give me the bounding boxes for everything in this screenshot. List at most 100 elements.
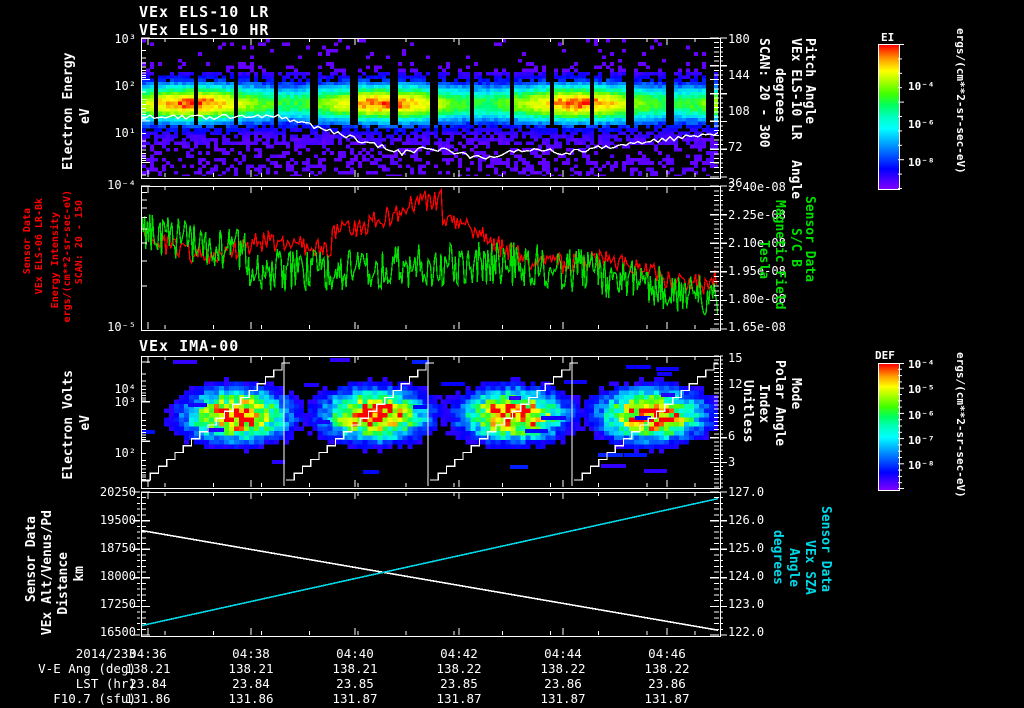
footer-cell: 131.87 [540,691,586,706]
panel3-ylabel-1: Electron Volts [61,370,76,480]
panel1-title-hr: VEx ELS-10 HR [139,21,270,39]
footer-cell: 131.86 [125,691,171,706]
footer-row: 2014/233 04:36 04:38 04:40 04:42 04:44 0… [0,646,1024,661]
panel3-colorbar-units: ergs/(cm**2-sr-sec-eV) [954,352,967,498]
footer-cell: 131.86 [228,691,274,706]
panel2-rtick-5: 1.65e-08 [728,320,786,334]
panel1-colorbar-ticks [898,44,904,189]
panel3-colorbar-gradient [879,364,899,490]
panel4-ytick-0: 20250 [99,485,136,499]
footer-row-label: LST (hr) [75,676,136,691]
panel4-ytick-3: 18000 [99,569,136,583]
panel1-ytick-1: 10² [114,79,136,93]
panel2-llabel-5: SCAN: 20 - 150 [74,200,85,285]
footer-cell: 138.21 [228,661,274,676]
footer-cell: 23.86 [648,676,686,691]
footer-row: LST (hr) 23.84 23.84 23.85 23.85 23.86 2… [0,676,1024,691]
panel3-cbtick-0: 10⁻⁴ [908,358,935,371]
panel1-rlabel-2: VEx ELS-10 LR [788,38,803,140]
panel3-title: VEx IMA-00 [139,337,240,355]
panel4-rlabel-3: Angle [786,548,801,588]
panel4-ytick-4: 17250 [99,597,136,611]
panel4-rlabel-1: Sensor Data [818,506,833,593]
panel1-ylabel-2: eV [78,108,93,124]
panel1-title-lr: VEx ELS-10 LR [139,3,270,21]
panel4-rtick-0: 127.0 [728,485,765,499]
panel2-rlabel-4: Tesla [756,240,771,280]
panel1-rtick-1: 144 [728,68,750,82]
panel4-rtick-4: 123.0 [728,597,765,611]
panel3-colorbar-name: DEF [875,349,895,362]
panel2-llabel-4: ergs/(cm**2-sr-sec-eV) [62,190,73,323]
panel1-rlabel-4: degrees [772,68,787,123]
panel4-llabel-3: Distance [56,552,71,615]
panel1-rtick-2: 108 [728,104,750,118]
panel1-ytick-0: 10³ [114,32,136,46]
panel2-rlabel-3: Magnetic Field [772,200,787,310]
panel1-rlabel-1: Pitch Angle [802,38,817,125]
panel3-rlabel-3: Index [756,384,771,424]
panel1-heatmap-canvas [142,39,718,176]
footer-cell: 04:38 [232,646,270,661]
footer-row: F10.7 (sfu) 131.86 131.86 131.87 131.87 … [0,691,1024,706]
panel3-colorbar-ticks [898,363,904,489]
panel3-cbtick-2: 10⁻⁶ [908,409,935,422]
panel1-cbtick-0: 10⁻⁴ [908,80,935,93]
footer-table: 2014/233 04:36 04:38 04:40 04:42 04:44 0… [0,646,1024,706]
panel1-rlabel-3: Angle [788,160,803,200]
panel3-cbtick-3: 10⁻⁷ [908,434,935,447]
panel1-colorbar-units: ergs/(cm**2-sr-sec-eV) [954,28,967,174]
panel4-llabel-2: VEx Alt/Venus/Pd [40,510,55,636]
panel4-rlabel-2: VEx SZA [802,540,817,595]
panel4-timeseries[interactable] [141,492,721,637]
panel1-rlabel-5: SCAN: 20 - 300 [756,38,771,148]
panel4-ytick-1: 19500 [99,513,136,527]
panel2-ytick-1: 10⁻⁵ [107,320,136,334]
panel3-ylabel-2: eV [78,415,93,431]
panel3-rtick-4: 3 [728,455,736,469]
footer-cell: 138.21 [332,661,378,676]
footer-cell: 138.22 [436,661,482,676]
panel2-llabel-2: VEx ELS-06 LR-Bk [34,198,45,295]
panel4-ytick-5: 16500 [99,625,136,639]
panel1-spectrogram[interactable] [141,38,721,179]
footer-cell: 131.87 [436,691,482,706]
footer-cell: 04:42 [440,646,478,661]
panel3-rtick-2: 9 [728,403,736,417]
panel3-heatmap-canvas [142,357,718,486]
panel3-ytick-1: 10³ [114,395,136,409]
panel4-ytick-2: 18750 [99,541,136,555]
panel2-llabel-3: Energy Intensity [50,212,61,309]
panel2-rtick-0: 2.40e-08 [728,180,786,194]
footer-cell: 23.84 [129,676,167,691]
footer-cell: 131.87 [332,691,378,706]
panel2-rtick-3: 1.95e-08 [728,264,786,278]
footer-cell: 138.22 [540,661,586,676]
panel2-llabel-1: Sensor Data [22,208,33,275]
panel3-ytick-0: 10⁴ [114,382,136,396]
panel1-rtick-4: 36 [728,176,743,190]
panel1-rtick-0: 180 [728,32,750,46]
panel1-colorbar-gradient [879,45,899,189]
panel3-rtick-0: 15 [728,351,743,365]
footer-cell: 138.21 [125,661,171,676]
footer-row-label: F10.7 (sfu) [53,691,136,706]
panel3-rtick-1: 12 [728,377,743,391]
panel2-rlabel-1: Sensor Data [802,196,817,283]
footer-cell: 23.84 [232,676,270,691]
panel3-ytick-2: 10² [114,446,136,460]
footer-row-label: 2014/233 [75,646,136,661]
footer-row-label: V-E Ang (deg) [38,661,136,676]
footer-cell: 04:40 [336,646,374,661]
footer-cell: 04:44 [544,646,582,661]
footer-cell: 23.85 [440,676,478,691]
footer-cell: 04:46 [648,646,686,661]
panel4-rtick-3: 124.0 [728,569,765,583]
panel3-spectrogram[interactable] [141,356,721,489]
panel2-rtick-2: 2.10e-08 [728,236,786,250]
panel3-colorbar[interactable] [878,363,900,491]
panel1-colorbar[interactable] [878,44,900,190]
panel1-colorbar-name: EI [881,31,895,44]
panel4-llabel-1: Sensor Data [24,516,39,603]
panel2-timeseries[interactable] [141,186,721,331]
